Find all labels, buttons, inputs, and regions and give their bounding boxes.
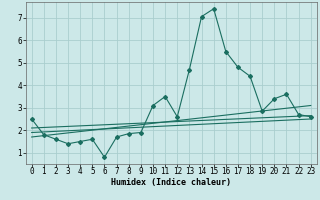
X-axis label: Humidex (Indice chaleur): Humidex (Indice chaleur) (111, 178, 231, 187)
